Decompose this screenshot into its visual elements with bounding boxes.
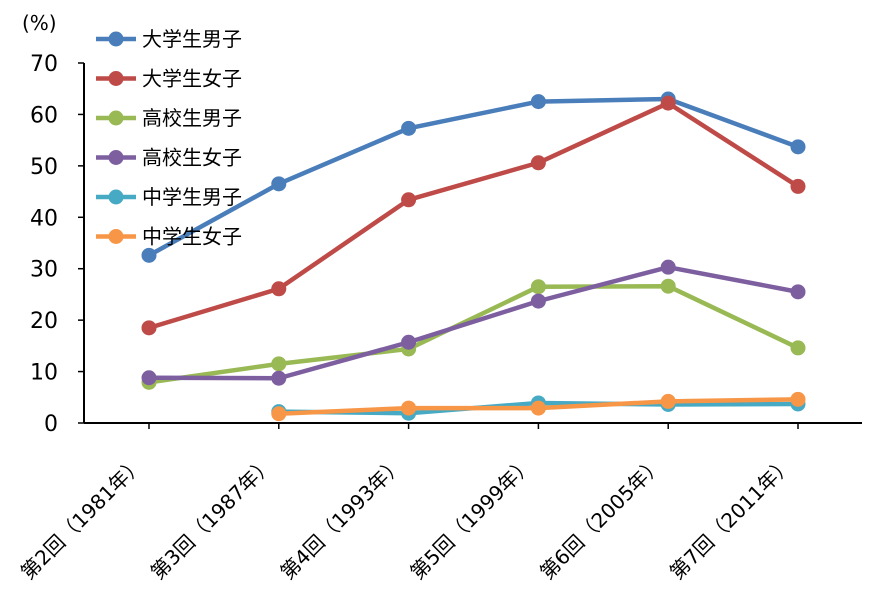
- data-point: [271, 176, 287, 192]
- data-point: [790, 178, 806, 194]
- data-point: [141, 320, 157, 336]
- y-unit-label: (%): [22, 11, 57, 35]
- axes: 0 10 20 30 40 50 60 70: [30, 52, 862, 437]
- y-tick-label: 50: [30, 155, 58, 180]
- x-tick-label: 第2回（1981年）: [16, 452, 149, 585]
- data-point: [790, 340, 806, 356]
- legend-label: 中学生男子: [142, 185, 242, 209]
- data-point: [401, 192, 417, 208]
- data-point: [790, 284, 806, 300]
- data-point: [660, 95, 676, 111]
- legend-item: 中学生男子: [96, 185, 242, 209]
- data-point: [790, 391, 806, 407]
- data-point: [271, 281, 287, 297]
- x-tick-label: 第4回（1993年）: [275, 452, 408, 585]
- series-lines: [141, 91, 806, 422]
- data-point: [660, 259, 676, 275]
- series-group: [141, 278, 806, 390]
- x-tick-label: 第7回（2011年）: [665, 452, 798, 585]
- y-tick-label: 20: [30, 309, 58, 334]
- data-point: [271, 370, 287, 386]
- legend-item: 高校生男子: [96, 106, 242, 130]
- x-tick-label: 第3回（1987年）: [146, 452, 279, 585]
- data-point: [401, 334, 417, 350]
- x-tick-label: 第6回（2005年）: [535, 452, 668, 585]
- y-tick-label: 10: [30, 361, 58, 386]
- data-point: [530, 279, 546, 295]
- y-tick-label: 70: [30, 52, 58, 77]
- legend-item: 大学生男子: [96, 27, 242, 51]
- data-point: [271, 406, 287, 422]
- series-line: [146, 100, 801, 331]
- data-point: [530, 155, 546, 171]
- legend-label: 大学生男子: [142, 27, 242, 51]
- y-tick-label: 40: [30, 206, 58, 231]
- legend-swatch-marker: [108, 189, 124, 205]
- legend-item: 高校生女子: [96, 146, 242, 170]
- legend-swatch-marker: [108, 150, 124, 165]
- x-tick-label: 第5回（1999年）: [405, 452, 538, 585]
- legend-label: 高校生男子: [142, 106, 242, 130]
- data-point: [401, 120, 417, 136]
- y-tick-label: 60: [30, 103, 58, 128]
- legend-label: 大学生女子: [142, 67, 242, 91]
- series-group: [141, 259, 806, 386]
- data-point: [141, 370, 157, 386]
- data-point: [401, 400, 417, 416]
- data-point: [271, 356, 287, 372]
- legend-swatch-marker: [108, 229, 124, 244]
- legend-item: 大学生女子: [96, 67, 242, 91]
- data-point: [790, 139, 806, 155]
- legend-swatch-marker: [108, 110, 124, 126]
- series-group: [141, 95, 806, 336]
- data-point: [530, 400, 546, 416]
- series-line: [146, 96, 801, 258]
- data-point: [660, 278, 676, 294]
- legend-swatch-marker: [108, 71, 124, 86]
- series-line: [146, 283, 801, 385]
- legend-label: 中学生女子: [142, 225, 242, 249]
- series-line: [146, 264, 801, 381]
- data-point: [141, 247, 157, 263]
- y-tick-label: 0: [44, 412, 58, 437]
- series-group: [271, 391, 806, 422]
- legend-swatch-marker: [108, 31, 124, 47]
- y-tick-label: 30: [30, 258, 58, 283]
- x-axis-labels: 第2回（1981年）第3回（1987年）第4回（1993年）第5回（1999年）…: [16, 452, 798, 585]
- legend-label: 高校生女子: [142, 146, 242, 170]
- series-group: [141, 91, 806, 263]
- legend-item: 中学生女子: [96, 225, 242, 249]
- data-point: [660, 393, 676, 409]
- data-point: [530, 293, 546, 309]
- data-point: [530, 94, 546, 110]
